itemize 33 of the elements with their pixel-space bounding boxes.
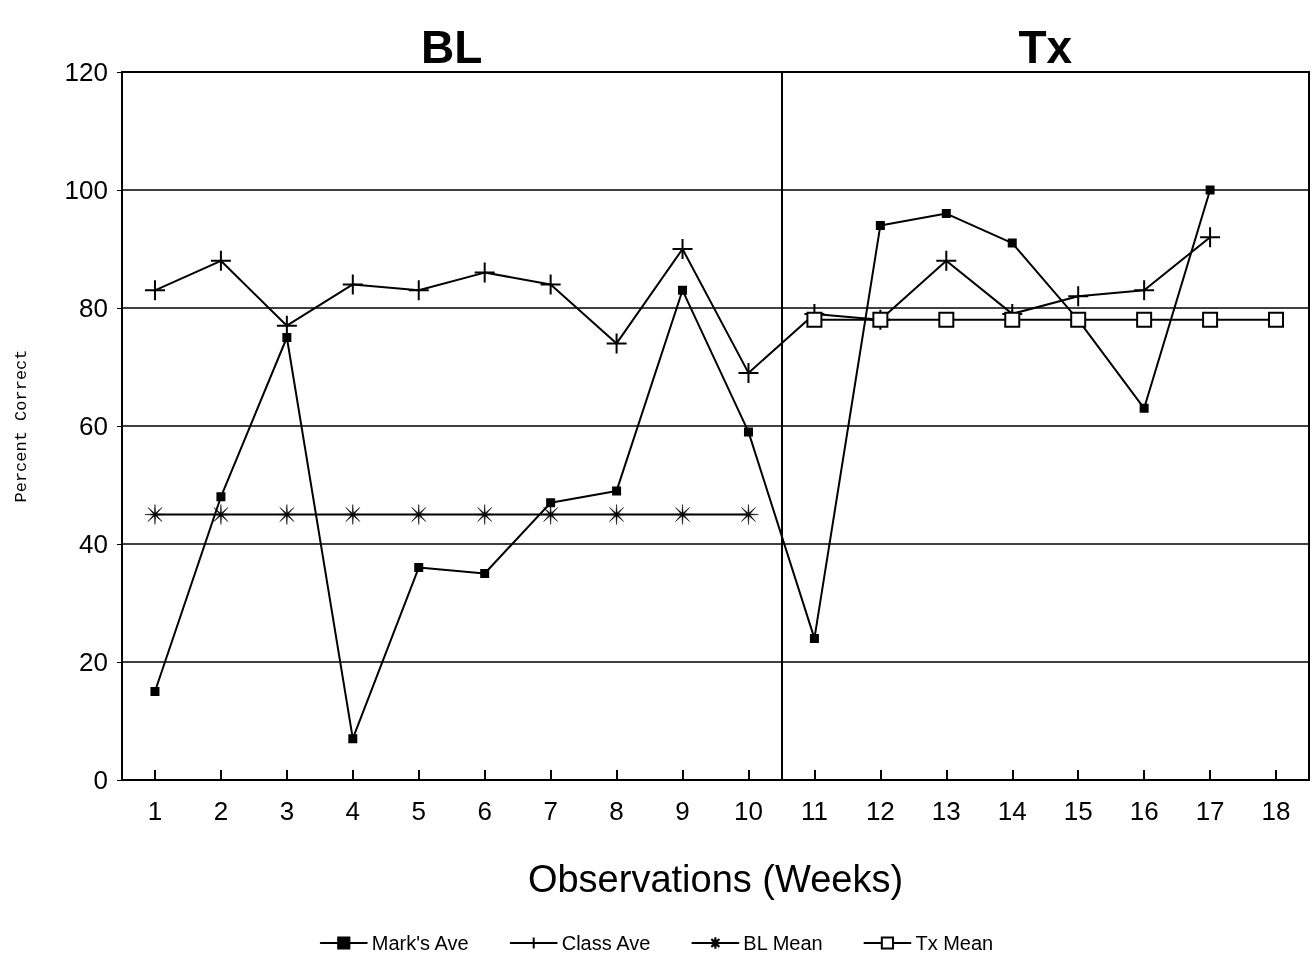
- x-tick-label: 2: [213, 796, 229, 826]
- x-tick-label: 5: [411, 796, 426, 826]
- annotation: Tx: [1018, 21, 1073, 73]
- x-tick-label: 3: [279, 796, 295, 826]
- x-tick-label: 18: [1261, 796, 1291, 826]
- x-tick-label: 13: [931, 796, 961, 826]
- x-tick-label: 7: [543, 796, 558, 826]
- y-axis-title: Percent Correct: [12, 349, 31, 503]
- x-tick-label: 12: [865, 796, 895, 826]
- legend-label: BL Mean: [743, 932, 823, 954]
- y-tick-label: 0: [93, 765, 108, 795]
- y-tick-label: 60: [79, 411, 108, 441]
- y-tick-label: 120: [64, 57, 108, 87]
- x-tick-label: 8: [609, 796, 624, 826]
- x-tick-label: 17: [1195, 796, 1225, 826]
- x-tick-label: 11: [800, 796, 828, 826]
- y-tick-label: 20: [79, 647, 108, 677]
- x-tick-label: 16: [1129, 796, 1159, 826]
- y-tick-label: 100: [64, 175, 108, 205]
- annotation: BL: [421, 21, 483, 73]
- y-tick-label: 80: [79, 293, 108, 323]
- y-tick-label: 40: [79, 529, 108, 559]
- x-tick-label: 10: [734, 796, 763, 826]
- x-axis-title: Observations (Weeks): [527, 858, 904, 900]
- legend-label: Tx Mean: [915, 932, 994, 954]
- legend-label: Class Ave: [561, 932, 651, 954]
- x-tick-label: 1: [147, 796, 163, 826]
- x-tick-label: 4: [345, 796, 361, 826]
- x-tick-label: 14: [997, 796, 1027, 826]
- x-tick-label: 15: [1063, 796, 1093, 826]
- legend-label: Mark's Ave: [371, 932, 469, 954]
- x-tick-label: 9: [675, 796, 690, 826]
- x-tick-label: 6: [477, 796, 492, 826]
